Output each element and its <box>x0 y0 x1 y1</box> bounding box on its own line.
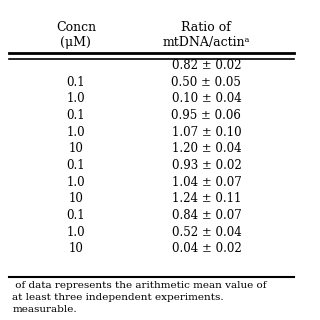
Text: measurable.: measurable. <box>12 305 77 314</box>
Text: Concn
(μM): Concn (μM) <box>56 21 96 49</box>
Text: 1.04 ± 0.07: 1.04 ± 0.07 <box>172 176 241 188</box>
Text: 0.1: 0.1 <box>67 109 85 122</box>
Text: 10: 10 <box>68 142 83 155</box>
Text: 0.1: 0.1 <box>67 159 85 172</box>
Text: 0.10 ± 0.04: 0.10 ± 0.04 <box>172 92 241 105</box>
Text: 0.1: 0.1 <box>67 209 85 222</box>
Text: 0.52 ± 0.04: 0.52 ± 0.04 <box>172 226 241 238</box>
Text: 0.93 ± 0.02: 0.93 ± 0.02 <box>172 159 241 172</box>
Text: 0.95 ± 0.06: 0.95 ± 0.06 <box>172 109 241 122</box>
Text: 0.82 ± 0.02: 0.82 ± 0.02 <box>172 59 241 72</box>
Text: 0.50 ± 0.05: 0.50 ± 0.05 <box>172 76 241 89</box>
Text: of data represents the arithmetic mean value of: of data represents the arithmetic mean v… <box>12 281 267 290</box>
Text: 0.04 ± 0.02: 0.04 ± 0.02 <box>172 242 241 255</box>
Text: 10: 10 <box>68 192 83 205</box>
Text: 0.84 ± 0.07: 0.84 ± 0.07 <box>172 209 241 222</box>
Text: 10: 10 <box>68 242 83 255</box>
Text: 0.1: 0.1 <box>67 76 85 89</box>
Text: 1.0: 1.0 <box>67 126 85 139</box>
Text: 1.20 ± 0.04: 1.20 ± 0.04 <box>172 142 241 155</box>
Text: 1.0: 1.0 <box>67 92 85 105</box>
Text: Ratio of
mtDNA/actinᵃ: Ratio of mtDNA/actinᵃ <box>163 21 250 49</box>
Text: 1.0: 1.0 <box>67 176 85 188</box>
Text: 1.0: 1.0 <box>67 226 85 238</box>
Text: 1.24 ± 0.11: 1.24 ± 0.11 <box>172 192 241 205</box>
Text: 1.07 ± 0.10: 1.07 ± 0.10 <box>172 126 241 139</box>
Text: at least three independent experiments.: at least three independent experiments. <box>12 293 224 302</box>
